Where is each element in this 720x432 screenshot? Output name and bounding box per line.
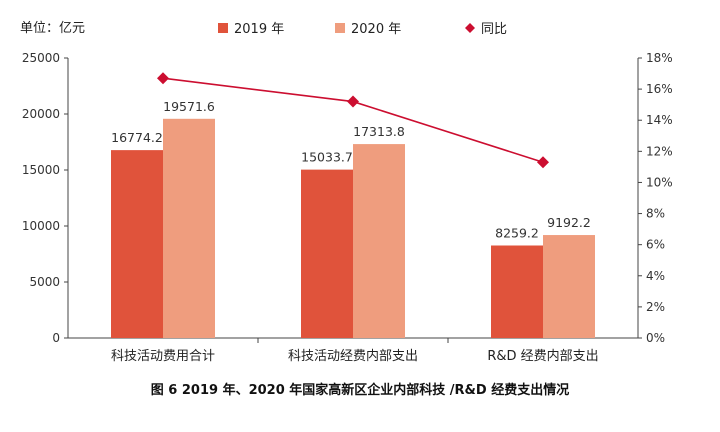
- bar-2019: [491, 245, 543, 338]
- bar-data-label: 9192.2: [547, 215, 591, 230]
- yoy-marker: [537, 156, 549, 169]
- yoy-marker: [157, 72, 169, 85]
- y-right-tick-label: 18%: [646, 51, 673, 65]
- legend-swatch: [218, 23, 228, 33]
- y-right-tick-label: 8%: [646, 207, 665, 221]
- legend: 2019 年 2020 年 同比: [218, 22, 507, 37]
- bar-data-label: 17313.8: [353, 124, 405, 139]
- legend-swatch: [465, 23, 475, 33]
- y-left-tick-label: 0: [52, 331, 60, 345]
- legend-swatch: [335, 23, 345, 33]
- y-right-tick-label: 2%: [646, 300, 665, 314]
- y-left-tick-label: 15000: [22, 163, 60, 177]
- x-category-label: 科技活动费用合计: [111, 349, 215, 364]
- y-right-tick-label: 10%: [646, 175, 673, 189]
- axes: 0 5000 10000 15000 20000 25000 0% 2% 4% 6% 8% 10% 12…: [22, 51, 673, 364]
- y-right-tick-label: 14%: [646, 113, 673, 127]
- x-category-label: 科技活动经费内部支出: [288, 348, 418, 364]
- bar-data-label: 8259.2: [495, 225, 539, 240]
- legend-label: 2019 年: [234, 22, 284, 37]
- y-left-tick-label: 10000: [22, 219, 60, 233]
- bar-data-label: 16774.2: [111, 130, 163, 145]
- bar-2019: [301, 169, 353, 338]
- y-right-tick-label: 6%: [646, 238, 665, 252]
- y-right-tick-label: 4%: [646, 269, 665, 283]
- bar-data-label: 15033.7: [301, 150, 353, 165]
- yoy-marker: [347, 95, 359, 108]
- y-right-tick-label: 16%: [646, 82, 673, 96]
- bars: 16774.2 15033.7 8259.2 19571.6 17313.8 9192.2: [111, 99, 595, 338]
- bar-2020: [543, 235, 595, 338]
- legend-label: 同比: [481, 22, 507, 37]
- y-left-tick-label: 20000: [22, 107, 60, 121]
- y-right-tick-label: 0%: [646, 331, 665, 345]
- bar-2020: [353, 144, 405, 338]
- x-category-label: R&D 经费内部支出: [487, 348, 598, 364]
- y-left-tick-label: 5000: [29, 275, 60, 289]
- bar-data-label: 19571.6: [163, 99, 215, 114]
- bar-2020: [163, 118, 215, 338]
- y-right-tick-label: 12%: [646, 144, 673, 158]
- yoy-line: [157, 72, 549, 169]
- unit-label: 单位：亿元: [20, 21, 85, 36]
- legend-label: 2020 年: [351, 22, 401, 37]
- figure-caption: 图 6 2019 年、2020 年国家高新区企业内部科技 /R&D 经费支出情况: [151, 382, 569, 398]
- bar-2019: [111, 150, 163, 338]
- y-left-tick-label: 25000: [22, 51, 60, 65]
